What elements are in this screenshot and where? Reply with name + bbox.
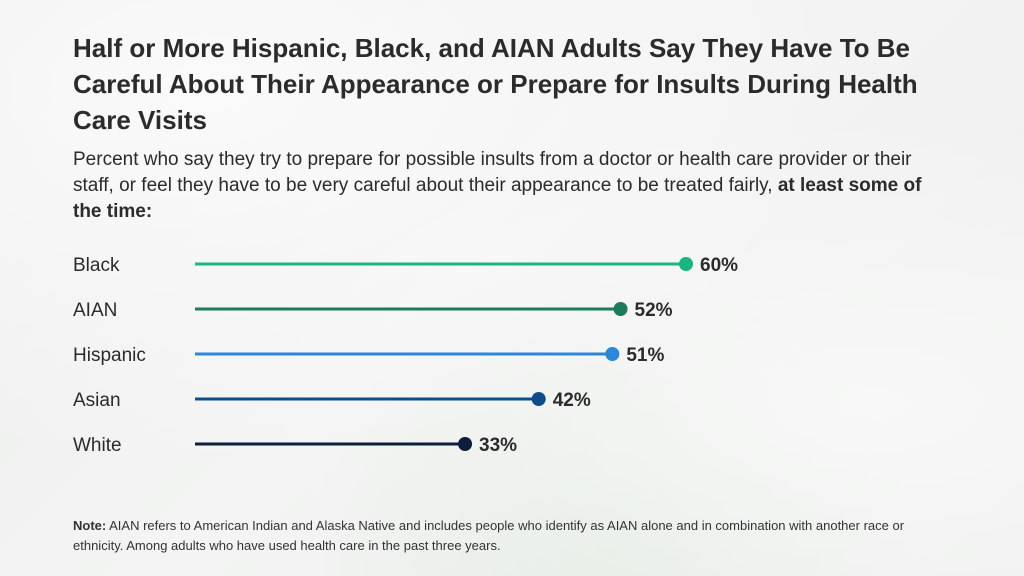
value-label-asian: 42% xyxy=(553,390,591,411)
row-asian: Asian 42% xyxy=(73,390,591,411)
row-aian: AIAN 52% xyxy=(73,300,673,321)
category-label-black: Black xyxy=(73,255,120,276)
subtitle-emphasis: at least some of the time: xyxy=(73,175,922,222)
row-white: White 33% xyxy=(73,435,517,456)
row-hispanic: Hispanic 51% xyxy=(73,345,664,366)
row-black: Black 60% xyxy=(73,255,738,276)
data-point-asian xyxy=(531,392,546,406)
data-point-white xyxy=(458,437,473,451)
category-label-asian: Asian xyxy=(73,390,121,411)
data-point-black xyxy=(679,257,693,271)
note-label: Note: xyxy=(73,518,107,533)
category-label-hispanic: Hispanic xyxy=(73,345,146,366)
chart-subtitle: Percent who say they try to prepare for … xyxy=(73,147,933,225)
category-label-aian: AIAN xyxy=(73,300,117,321)
value-label-hispanic: 51% xyxy=(626,345,664,366)
lollipop-chart: Black 60% AIAN 52% Hispanic 51% Asian 42% White 3… xyxy=(73,255,738,456)
chart-title: Half or More Hispanic, Black, and AIAN A… xyxy=(73,33,918,135)
subtitle-text: Percent who say they try to prepare for … xyxy=(73,149,912,196)
category-label-white: White xyxy=(73,435,122,456)
note-text: AIAN refers to American Indian and Alask… xyxy=(73,518,905,553)
value-label-white: 33% xyxy=(479,435,517,456)
chart-note: Note: AIAN refers to American Indian and… xyxy=(73,516,953,556)
value-label-aian: 52% xyxy=(635,300,673,321)
value-label-black: 60% xyxy=(700,255,738,276)
data-point-hispanic xyxy=(605,347,620,361)
data-point-aian xyxy=(613,302,628,316)
